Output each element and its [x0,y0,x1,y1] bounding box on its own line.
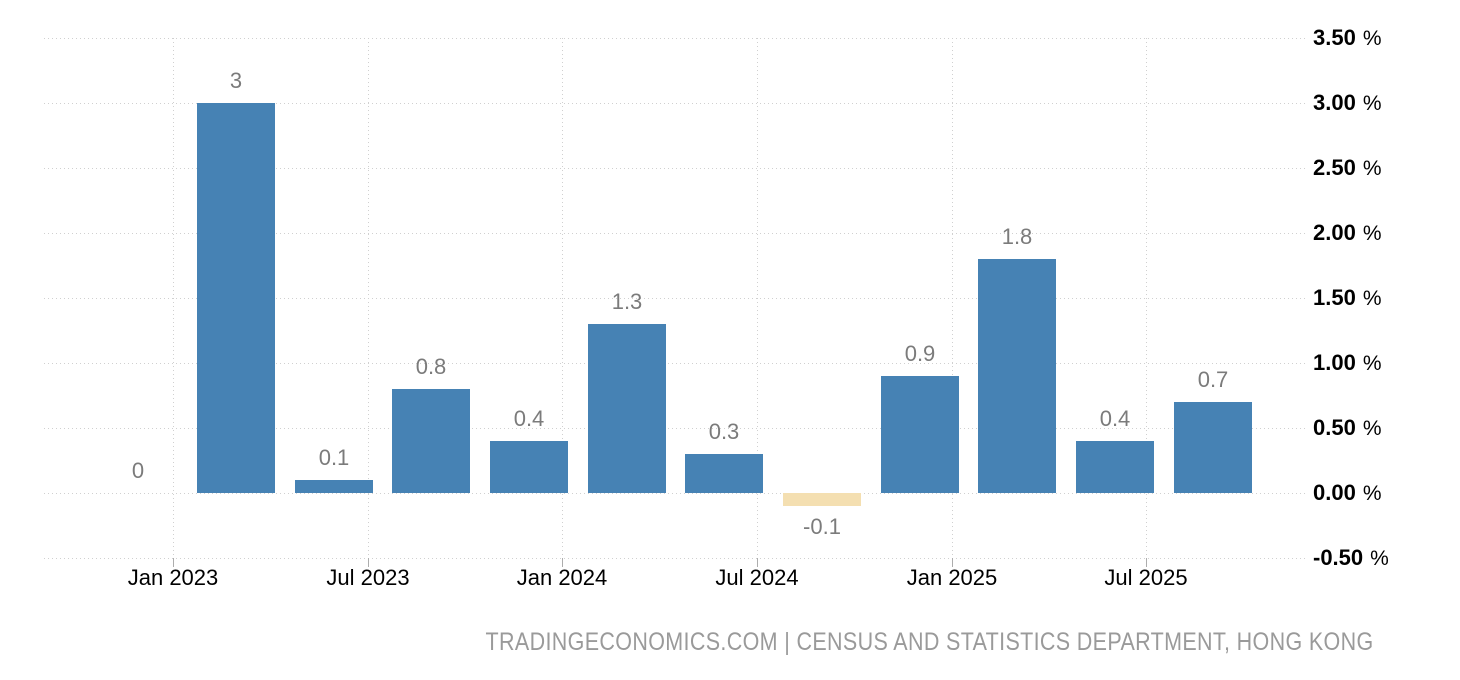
y-axis-tick-label: 2.50% [1313,154,1382,183]
x-axis-tick [368,558,369,567]
percent-sign: % [1362,352,1382,375]
y-tick-value: 3.50 [1313,25,1356,50]
horizontal-gridline [44,493,1308,494]
y-axis-tick-label: -0.50% [1313,544,1389,573]
bar[interactable] [392,389,470,493]
horizontal-gridline [44,233,1308,234]
percent-sign: % [1362,222,1382,245]
x-axis-tick-label: Jul 2024 [715,565,799,590]
bar[interactable] [1076,441,1154,493]
y-tick-value: 2.50 [1313,155,1356,180]
vertical-gridline [952,38,953,558]
y-tick-value: 1.00 [1313,350,1356,375]
vertical-gridline [1146,38,1147,558]
bar-value-label: 1.3 [611,289,643,314]
x-axis-tick [562,558,563,567]
bar-value-label: 0.4 [1099,406,1131,431]
x-axis-tick-label: Jul 2025 [1104,565,1188,590]
x-axis-tick-label: Jan 2023 [127,565,219,590]
horizontal-gridline [44,428,1308,429]
y-axis-tick-label: 0.00% [1313,479,1382,508]
bar[interactable] [1174,402,1252,493]
percent-sign: % [1362,417,1382,440]
chart-attribution: TRADINGECONOMICS.COM | CENSUS AND STATIS… [486,628,1374,656]
bar-value-label: -0.1 [803,514,841,539]
bar[interactable] [685,454,763,493]
percent-sign: % [1362,157,1382,180]
y-tick-value: -0.50 [1313,545,1364,570]
bar[interactable] [197,103,275,493]
x-axis-tick [952,558,953,567]
horizontal-gridline [44,298,1308,299]
bar[interactable] [588,324,666,493]
y-tick-value: 0.50 [1313,415,1356,440]
percent-sign: % [1362,287,1382,310]
y-tick-value: 1.50 [1313,285,1356,310]
y-axis-tick-label: 3.50% [1313,24,1382,53]
bar-value-label: 0 [131,458,145,483]
vertical-gridline [562,38,563,558]
bar[interactable] [490,441,568,493]
bar-value-label: 0.1 [318,445,350,470]
x-axis-tick-label: Jul 2023 [326,565,410,590]
y-tick-value: 2.00 [1313,220,1356,245]
vertical-gridline [173,38,174,558]
bar-value-label: 0.4 [513,406,545,431]
bar-value-label: 0.7 [1197,367,1229,392]
bar[interactable] [881,376,959,493]
bar-value-label: 0.3 [708,419,740,444]
horizontal-gridline [44,558,1308,559]
percent-sign: % [1362,92,1382,115]
bar-value-label: 0.9 [904,341,936,366]
bar[interactable] [295,480,373,493]
y-axis-tick-label: 0.50% [1313,414,1382,443]
bar[interactable] [978,259,1056,493]
horizontal-gridline [44,168,1308,169]
horizontal-gridline [44,103,1308,104]
y-tick-value: 3.00 [1313,90,1356,115]
bar-value-label: 1.8 [1001,224,1033,249]
y-axis-tick-label: 1.00% [1313,349,1382,378]
bar[interactable] [783,493,861,506]
y-axis-tick-label: 1.50% [1313,284,1382,313]
horizontal-gridline [44,363,1308,364]
percent-sign: % [1362,482,1382,505]
x-axis-tick [1146,558,1147,567]
vertical-gridline [368,38,369,558]
horizontal-gridline [44,38,1308,39]
x-axis-tick-label: Jan 2024 [516,565,608,590]
bar-value-label: 3 [229,68,243,93]
y-axis-tick-label: 3.00% [1313,89,1382,118]
bar-value-label: 0.8 [415,354,447,379]
percent-sign: % [1370,547,1389,570]
x-axis-tick [757,558,758,567]
percent-sign: % [1362,27,1382,50]
x-axis-tick-label: Jan 2025 [906,565,998,590]
x-axis-tick [173,558,174,567]
y-axis-tick-label: 2.00% [1313,219,1382,248]
vertical-gridline [757,38,758,558]
y-tick-value: 0.00 [1313,480,1356,505]
